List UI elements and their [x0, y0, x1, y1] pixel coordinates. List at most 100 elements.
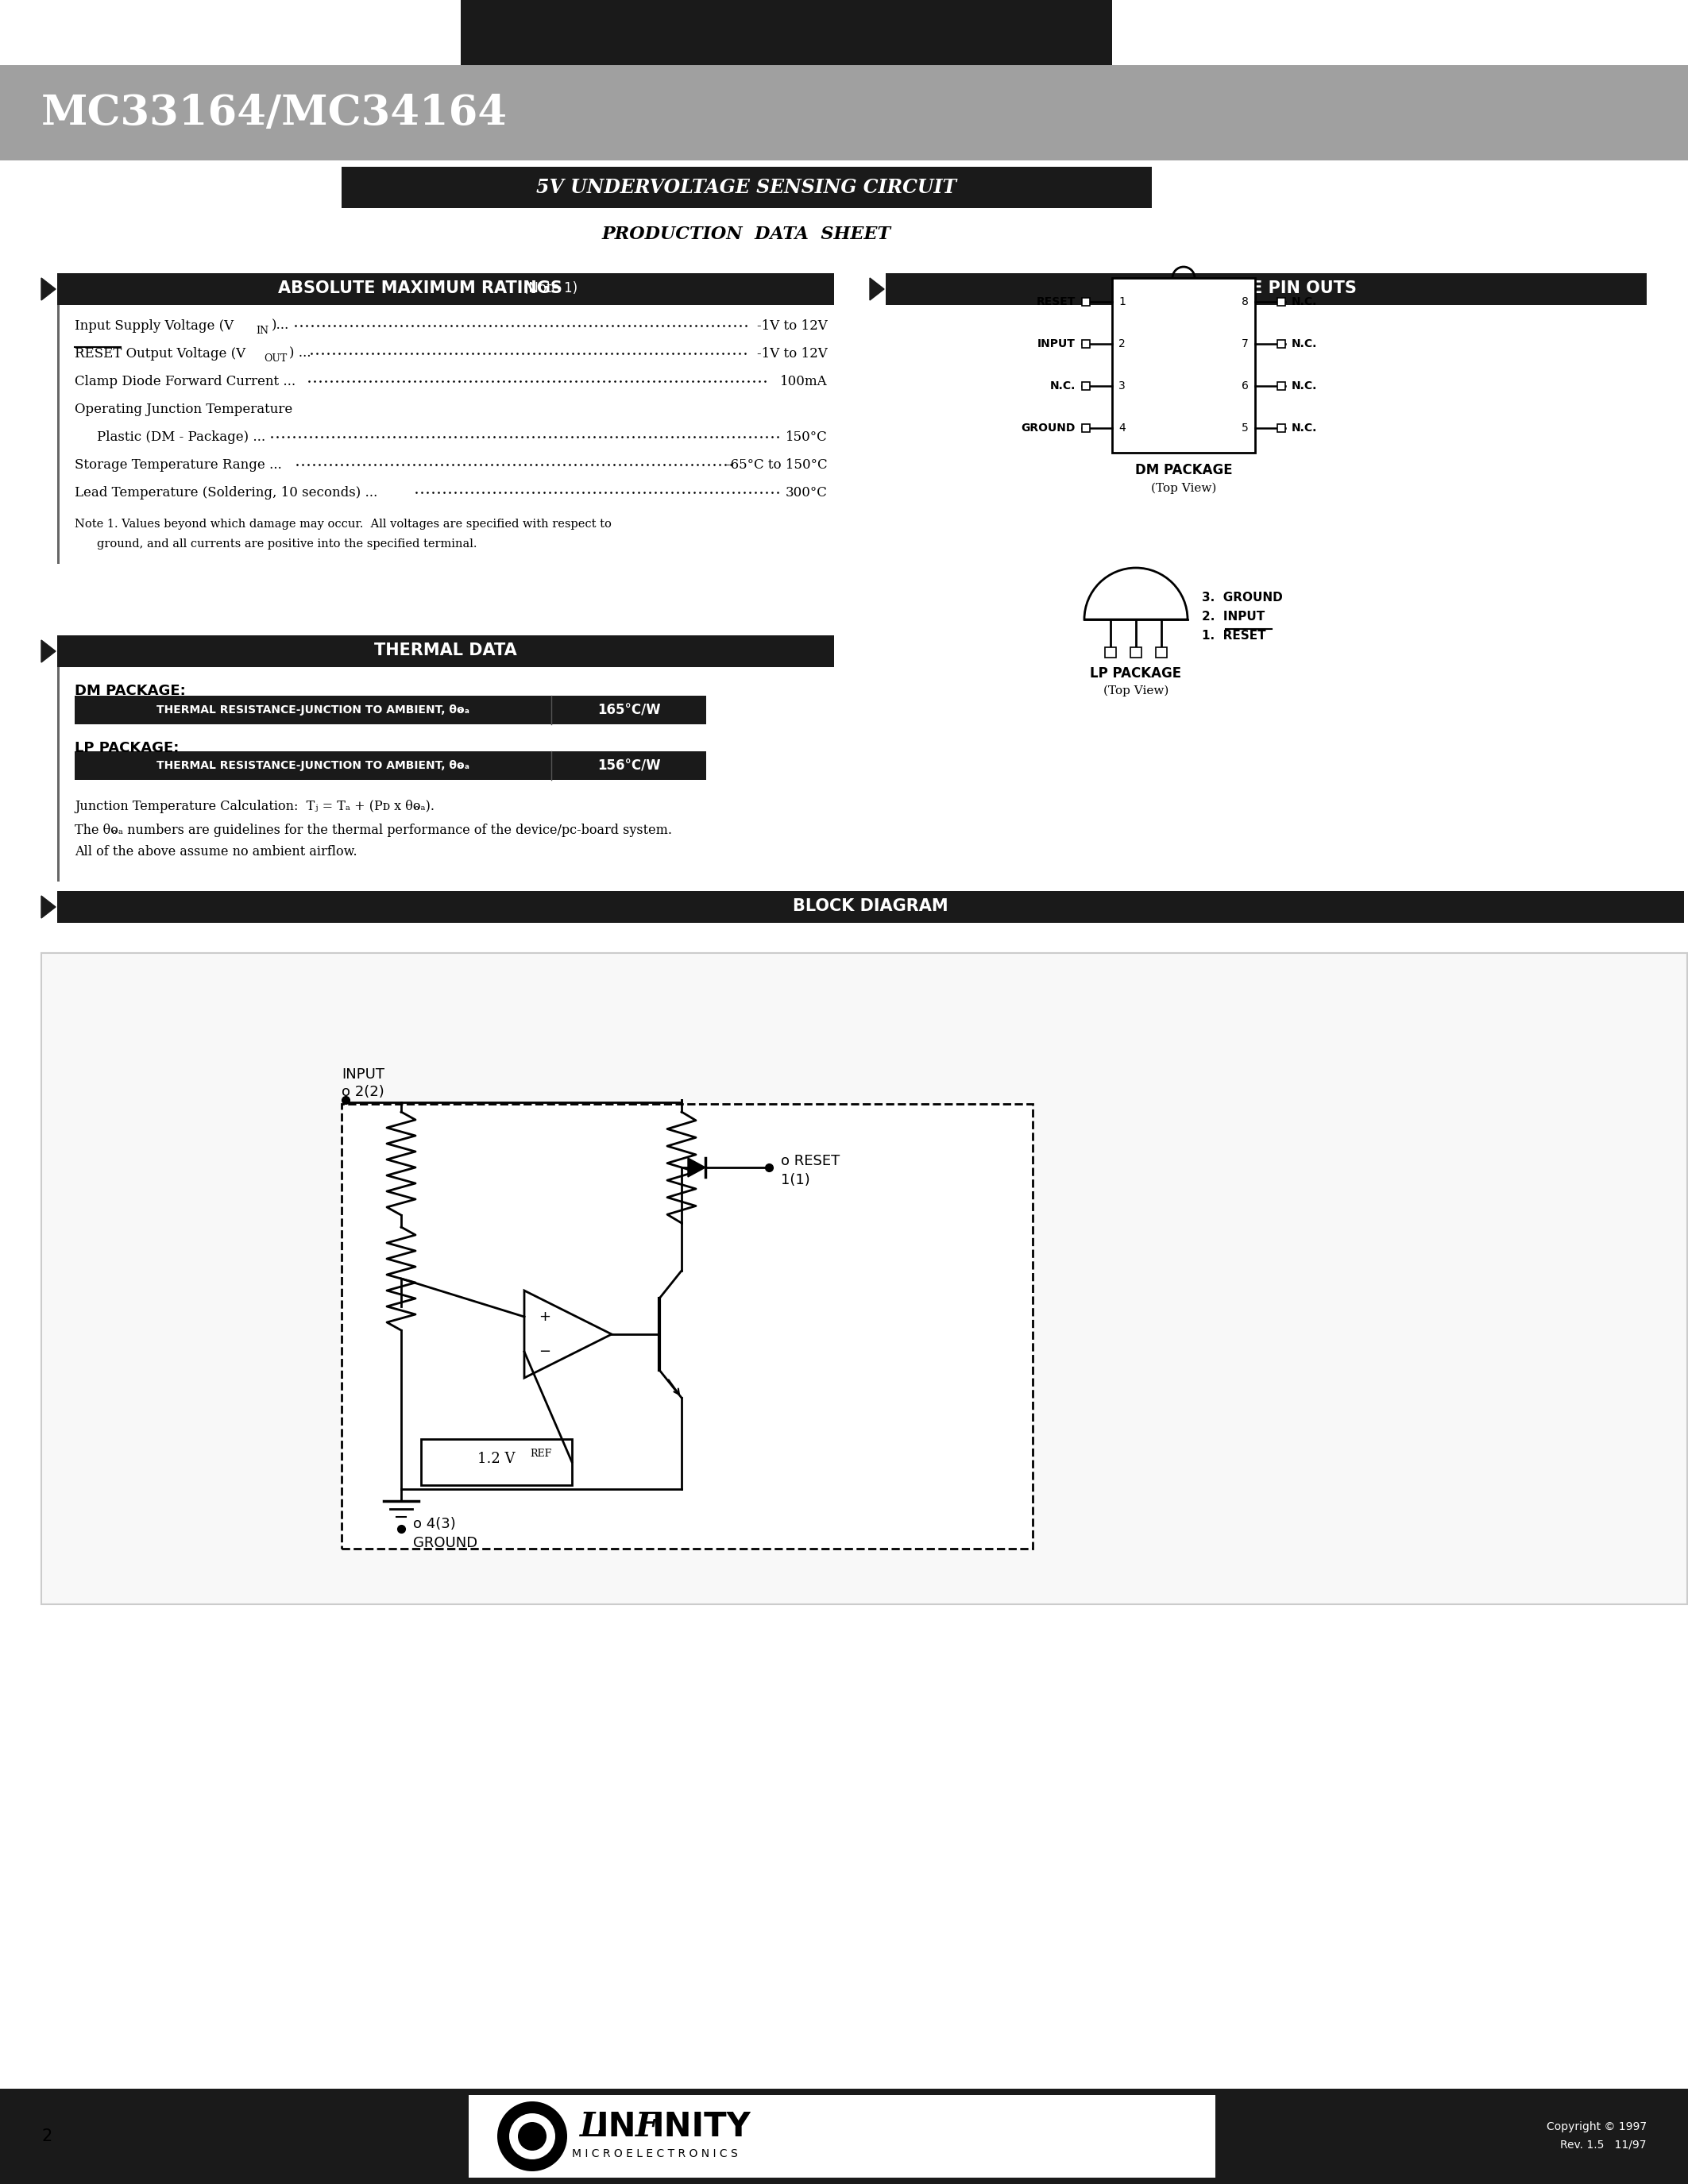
Text: INITY: INITY — [652, 2110, 751, 2143]
Text: M I C R O E L E C T R O N I C S: M I C R O E L E C T R O N I C S — [572, 2149, 738, 2160]
Bar — [57, 306, 59, 563]
Text: P​RODUCTION  D​ATA  S​HEET: P​RODUCTION D​ATA S​HEET — [603, 225, 891, 242]
Text: 2.  INPUT: 2. INPUT — [1202, 609, 1264, 622]
Text: 5: 5 — [1242, 422, 1249, 435]
Text: ) ...: ) ... — [289, 347, 311, 360]
Text: ABSOLUTE MAXIMUM RATINGS: ABSOLUTE MAXIMUM RATINGS — [279, 280, 562, 297]
Circle shape — [518, 2123, 547, 2151]
Text: (Note 1): (Note 1) — [523, 282, 577, 295]
Text: (Top View): (Top View) — [1151, 483, 1217, 494]
Bar — [1278, 424, 1285, 432]
Bar — [461, 0, 1112, 96]
Text: Clamp Diode Forward Current ...: Clamp Diode Forward Current ... — [74, 373, 295, 389]
Bar — [74, 697, 706, 725]
Bar — [420, 1439, 572, 1485]
Bar — [1106, 646, 1116, 657]
Text: Junction Temperature Calculation:  Tⱼ = Tₐ + (Pᴅ x θⱺₐ).: Junction Temperature Calculation: Tⱼ = T… — [74, 799, 434, 812]
Text: Copyright © 1997: Copyright © 1997 — [1546, 2121, 1647, 2132]
Text: Plastic (DM - Package) ...: Plastic (DM - Package) ... — [96, 430, 265, 443]
Bar — [1082, 424, 1090, 432]
Text: -1V to 12V: -1V to 12V — [758, 347, 827, 360]
Bar — [41, 952, 1688, 1605]
Bar — [1278, 341, 1285, 347]
Text: THERMAL RESISTANCE-JUNCTION TO AMBIENT, θⱺₐ: THERMAL RESISTANCE-JUNCTION TO AMBIENT, … — [157, 760, 469, 771]
Text: THERMAL RESISTANCE-JUNCTION TO AMBIENT, θⱺₐ: THERMAL RESISTANCE-JUNCTION TO AMBIENT, … — [157, 705, 469, 716]
Text: LP PACKAGE:: LP PACKAGE: — [74, 740, 179, 756]
Text: 2: 2 — [41, 2129, 52, 2145]
Text: N.C.: N.C. — [1291, 297, 1317, 308]
Text: N.C.: N.C. — [1050, 380, 1075, 391]
Bar — [57, 636, 834, 666]
Text: o RESET: o RESET — [782, 1153, 841, 1168]
Bar — [886, 273, 1647, 306]
Text: GROUND: GROUND — [1021, 422, 1075, 435]
Text: N.C.: N.C. — [1291, 380, 1317, 391]
Text: 1.  RESET: 1. RESET — [1202, 629, 1266, 642]
Text: 4: 4 — [1119, 422, 1126, 435]
Text: o 4(3): o 4(3) — [414, 1518, 456, 1531]
Polygon shape — [869, 277, 885, 299]
Text: F: F — [635, 2110, 658, 2143]
Text: 5V U​NDERVOLTAGE S​ENSING C​IRCUIT: 5V U​NDERVOLTAGE S​ENSING C​IRCUIT — [537, 177, 957, 197]
Text: 6: 6 — [1242, 380, 1249, 391]
Text: IN: IN — [257, 325, 268, 336]
Bar — [0, 2088, 1688, 2184]
Text: 3.  GROUND: 3. GROUND — [1202, 592, 1283, 603]
Bar — [1112, 277, 1256, 452]
Text: o 2(2): o 2(2) — [341, 1085, 385, 1099]
Bar — [1278, 297, 1285, 306]
Bar — [1278, 382, 1285, 391]
Text: MC33164/MC34164: MC33164/MC34164 — [41, 92, 508, 133]
Polygon shape — [41, 895, 56, 917]
Polygon shape — [525, 1291, 611, 1378]
Text: 7: 7 — [1242, 339, 1249, 349]
Text: −: − — [538, 1345, 550, 1358]
Text: The θⱺₐ numbers are guidelines for the thermal performance of the device/pc-boar: The θⱺₐ numbers are guidelines for the t… — [74, 823, 672, 836]
Polygon shape — [41, 277, 56, 299]
Text: 8: 8 — [1242, 297, 1249, 308]
Bar — [57, 891, 1685, 924]
Text: -1V to 12V: -1V to 12V — [758, 319, 827, 332]
Text: PACKAGE PIN OUTS: PACKAGE PIN OUTS — [1177, 280, 1357, 297]
Text: 3: 3 — [1119, 380, 1126, 391]
Text: LP PACKAGE: LP PACKAGE — [1090, 666, 1182, 681]
Polygon shape — [689, 1158, 706, 1177]
Text: THERMAL DATA: THERMAL DATA — [375, 642, 517, 657]
Text: (Top View): (Top View) — [1104, 686, 1168, 697]
Text: Storage Temperature Range ...: Storage Temperature Range ... — [74, 459, 282, 472]
Text: BLOCK DIAGRAM: BLOCK DIAGRAM — [793, 898, 949, 915]
Bar — [1156, 646, 1166, 657]
Text: Note 1. Values beyond which damage may occur.  All voltages are specified with r: Note 1. Values beyond which damage may o… — [74, 518, 611, 531]
Text: GROUND: GROUND — [414, 1535, 478, 1551]
Circle shape — [498, 2101, 567, 2171]
Text: 150°C: 150°C — [787, 430, 827, 443]
Text: 1.2 V: 1.2 V — [478, 1452, 515, 1465]
Bar — [341, 166, 1151, 207]
Bar — [1082, 297, 1090, 306]
Text: Lead Temperature (Soldering, 10 seconds) ...: Lead Temperature (Soldering, 10 seconds)… — [74, 485, 378, 500]
Text: INPUT: INPUT — [1038, 339, 1075, 349]
Text: INPUT: INPUT — [341, 1068, 385, 1081]
Text: OUT: OUT — [263, 354, 287, 363]
Text: All of the above assume no ambient airflow.: All of the above assume no ambient airfl… — [74, 845, 358, 858]
Text: N.C.: N.C. — [1291, 422, 1317, 435]
Text: RESET: RESET — [1036, 297, 1075, 308]
Text: )...: )... — [272, 319, 289, 332]
Text: 1(1): 1(1) — [782, 1173, 810, 1188]
Text: N.C.: N.C. — [1291, 339, 1317, 349]
Text: 156°C/W: 156°C/W — [598, 758, 660, 773]
Circle shape — [510, 2114, 555, 2160]
Text: IN: IN — [596, 2110, 636, 2143]
Text: RESET Output Voltage (V: RESET Output Voltage (V — [74, 347, 245, 360]
Text: ground, and all currents are positive into the specified terminal.: ground, and all currents are positive in… — [96, 539, 478, 550]
Text: +: + — [538, 1310, 550, 1324]
Bar — [1082, 341, 1090, 347]
Text: DM PACKAGE:: DM PACKAGE: — [74, 684, 186, 699]
Bar — [1082, 382, 1090, 391]
Text: 100mA: 100mA — [780, 373, 827, 389]
Text: Operating Junction Temperature: Operating Junction Temperature — [74, 402, 292, 415]
Bar — [57, 666, 59, 882]
Text: Input Supply Voltage (V: Input Supply Voltage (V — [74, 319, 233, 332]
Bar — [1131, 646, 1141, 657]
Text: -65°C to 150°C: -65°C to 150°C — [726, 459, 827, 472]
